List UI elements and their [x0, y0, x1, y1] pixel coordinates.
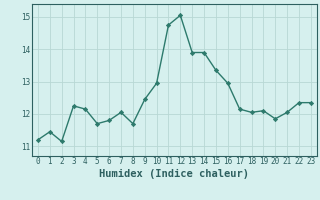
X-axis label: Humidex (Indice chaleur): Humidex (Indice chaleur) — [100, 169, 249, 179]
